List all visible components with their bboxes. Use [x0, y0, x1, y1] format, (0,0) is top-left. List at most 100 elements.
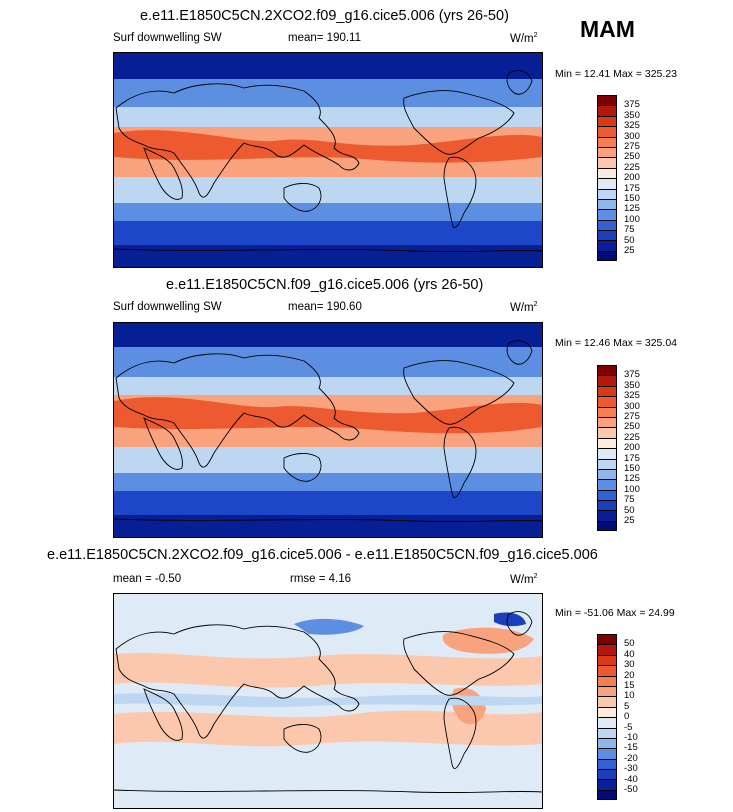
colorbar-swatch — [597, 198, 617, 210]
colorbar-tick-label: 150 — [624, 463, 640, 474]
colorbar-tick-label: 350 — [624, 379, 640, 391]
colorbar-tick-label: 275 — [624, 411, 640, 422]
colorbar-swatch — [597, 634, 617, 645]
colorbar-tick-label: -15 — [624, 742, 638, 754]
colorbar-swatch — [597, 654, 617, 666]
panel-2-variable-label: Surf downwelling SW — [113, 301, 222, 313]
colorbar-tick-label: 50 — [624, 504, 635, 516]
colorbar-swatch — [597, 178, 617, 189]
colorbar-swatch — [597, 500, 617, 511]
colorbar-swatch — [597, 250, 617, 262]
panel-3-mean-label: mean = -0.50 — [113, 573, 182, 585]
colorbar-tick-label: 250 — [624, 421, 640, 433]
colorbar-tick-label: 250 — [624, 151, 640, 163]
colorbar-tick-label: 150 — [624, 193, 640, 204]
colorbar-tick-label: 350 — [624, 109, 640, 121]
colorbar-tick-label: 75 — [624, 224, 635, 236]
colorbar-tick-label: 325 — [624, 120, 640, 132]
colorbar-swatch — [597, 696, 617, 707]
colorbar-swatch — [597, 468, 617, 480]
colorbar-swatch — [597, 675, 617, 686]
colorbar-tick-label: 40 — [624, 648, 635, 660]
colorbar-tick-label: -5 — [624, 721, 633, 733]
panel-2-mean-label: mean= 190.60 — [288, 301, 362, 313]
colorbar-tick-label: 125 — [624, 203, 640, 215]
colorbar-swatch — [597, 146, 617, 158]
colorbar-tick-label: 50 — [624, 638, 635, 650]
colorbar-swatch — [597, 427, 617, 438]
colorbar-swatch — [597, 479, 617, 490]
colorbar-swatch — [597, 437, 617, 449]
colorbar-swatch — [597, 779, 617, 790]
panel-3-rmse-label: rmse = 4.16 — [290, 573, 352, 585]
colorbar-tick-label: 25 — [624, 245, 635, 256]
colorbar-swatch — [597, 365, 617, 376]
panel-1-map — [113, 52, 543, 268]
colorbar-tick-label: 225 — [624, 161, 640, 173]
colorbar-tick-label: 125 — [624, 473, 640, 485]
colorbar-swatch — [597, 115, 617, 127]
panel-2-colorbar-swatches — [597, 365, 617, 532]
panel-3-colorbar — [597, 634, 617, 801]
panel-1-colorbar-swatches — [597, 95, 617, 262]
colorbar-swatch — [597, 157, 617, 168]
colorbar-swatch — [597, 489, 617, 501]
colorbar-tick-label: 0 — [624, 711, 630, 723]
colorbar-swatch — [597, 717, 617, 728]
panel-2-minmax: Min = 12.46 Max = 325.04 — [555, 337, 677, 349]
panel-2-title: e.e11.E1850C5CN.f09_g16.cice5.006 (yrs 2… — [166, 277, 484, 293]
colorbar-tick-label: 225 — [624, 431, 640, 443]
colorbar-swatch — [597, 385, 617, 397]
panel-2-colorbar — [597, 365, 617, 532]
colorbar-swatch — [597, 685, 617, 697]
panel-1-variable-label: Surf downwelling SW — [113, 32, 222, 44]
colorbar-tick-label: 325 — [624, 390, 640, 402]
colorbar-tick-label: 275 — [624, 141, 640, 152]
panel-2-map — [113, 322, 543, 538]
colorbar-tick-label: 30 — [624, 659, 635, 671]
panel-2-units: W/m2 — [510, 301, 538, 314]
colorbar-swatch — [597, 136, 617, 147]
panel-1-colorbar — [597, 95, 617, 262]
colorbar-swatch — [597, 167, 617, 179]
panel-2-map-svg — [114, 323, 542, 537]
panel-3-colorbar-swatches — [597, 634, 617, 801]
colorbar-tick-label: 300 — [624, 130, 640, 142]
colorbar-swatch — [597, 748, 617, 759]
colorbar-swatch — [597, 95, 617, 106]
colorbar-tick-label: -30 — [624, 763, 638, 775]
colorbar-swatch — [597, 375, 617, 386]
colorbar-swatch — [597, 230, 617, 241]
colorbar-tick-label: 200 — [624, 442, 640, 454]
panel-3-units: W/m2 — [510, 573, 538, 586]
colorbar-swatch — [597, 644, 617, 655]
colorbar-tick-label: -10 — [624, 732, 638, 743]
colorbar-tick-label: 10 — [624, 690, 635, 702]
colorbar-tick-label: 300 — [624, 400, 640, 412]
colorbar-tick-label: 75 — [624, 494, 635, 506]
colorbar-tick-label: 200 — [624, 172, 640, 184]
panel-3-map-svg — [114, 594, 542, 808]
colorbar-tick-label: 20 — [624, 669, 635, 681]
panel-3-minmax: Min = -51.06 Max = 24.99 — [555, 607, 675, 619]
colorbar-swatch — [597, 510, 617, 521]
colorbar-tick-label: 175 — [624, 182, 640, 194]
colorbar-swatch — [597, 406, 617, 417]
colorbar-tick-label: 100 — [624, 483, 640, 495]
colorbar-swatch — [597, 520, 617, 532]
colorbar-swatch — [597, 789, 617, 801]
panel-1-minmax: Min = 12.41 Max = 325.23 — [555, 68, 677, 80]
colorbar-swatch — [597, 209, 617, 220]
colorbar-swatch — [597, 727, 617, 738]
panel-1-map-svg — [114, 53, 542, 267]
colorbar-tick-label: 175 — [624, 452, 640, 464]
colorbar-swatch — [597, 458, 617, 469]
colorbar-tick-label: 50 — [624, 234, 635, 246]
colorbar-swatch — [597, 665, 617, 676]
colorbar-swatch — [597, 737, 617, 749]
panel-1-units: W/m2 — [510, 32, 538, 45]
colorbar-swatch — [597, 126, 617, 137]
colorbar-swatch — [597, 448, 617, 459]
colorbar-swatch — [597, 769, 617, 780]
colorbar-tick-label: 375 — [624, 369, 640, 381]
